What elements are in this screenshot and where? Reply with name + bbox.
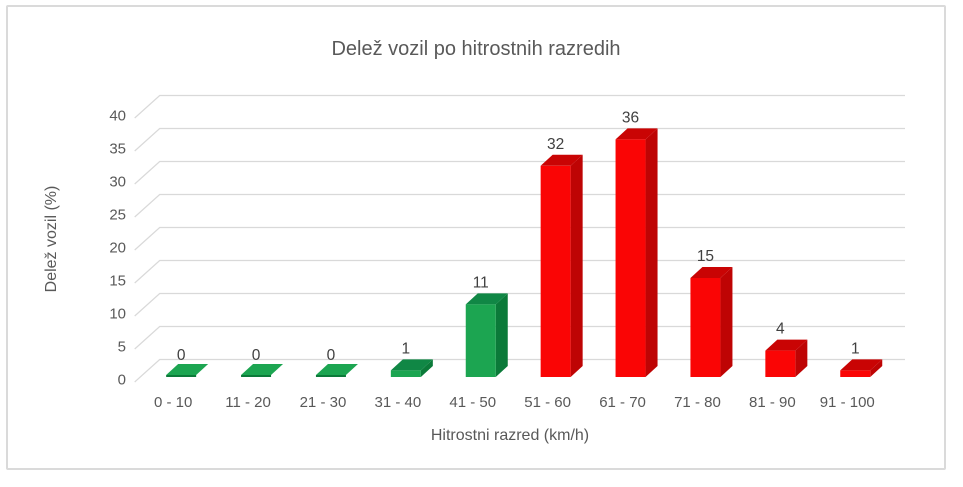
x-category-label: 61 - 70 <box>599 394 646 411</box>
gridline <box>134 226 905 251</box>
bar-front-face <box>840 370 871 377</box>
x-axis-title: Hitrostni razred (km/h) <box>430 427 590 444</box>
bar-side-face <box>870 359 883 377</box>
y-tick-label: 25 <box>109 207 126 224</box>
x-category-label: 41 - 50 <box>449 394 496 411</box>
bar-front-face <box>615 139 646 377</box>
bar-side-face <box>495 293 508 377</box>
x-category-label: 91 - 100 <box>820 394 875 411</box>
y-tick-label: 0 <box>118 372 126 389</box>
bar-top-face <box>690 267 733 278</box>
x-category-label: 51 - 60 <box>524 394 571 411</box>
gridline <box>134 94 905 119</box>
bar-data-label: 11 <box>473 274 489 291</box>
chart-title: Delež vozil po hitrostnih razredih <box>331 38 621 60</box>
bar-data-label: 32 <box>547 136 564 153</box>
bar-top-face <box>765 339 808 351</box>
bar-front-face <box>390 370 421 377</box>
x-category-label: 0 - 10 <box>154 394 192 411</box>
gridline <box>134 193 905 218</box>
y-tick-label: 20 <box>109 240 126 257</box>
gridline <box>134 160 905 185</box>
bar-data-label: 1 <box>851 340 860 357</box>
x-category-label: 21 - 30 <box>300 394 347 411</box>
bar-side-face <box>645 128 658 377</box>
x-category-label: 31 - 40 <box>374 394 421 411</box>
bar-front-face <box>690 278 721 377</box>
x-category-label: 81 - 90 <box>749 394 796 411</box>
y-tick-label: 40 <box>109 108 126 125</box>
x-category-label: 71 - 80 <box>674 394 721 411</box>
y-tick-label: 15 <box>109 273 126 290</box>
bar-top-face <box>465 293 508 305</box>
y-tick-label: 30 <box>109 174 126 191</box>
x-category-label: 11 - 20 <box>225 394 271 411</box>
bar-front-face <box>765 350 796 377</box>
bar-side-face <box>795 339 808 377</box>
bar-data-label: 0 <box>252 347 261 364</box>
y-tick-label: 10 <box>109 306 126 323</box>
bar-front-face <box>465 304 496 377</box>
bar-front-face <box>315 375 346 377</box>
bar-top-face <box>241 364 284 375</box>
bar-data-label: 4 <box>776 321 785 338</box>
bar-side-face <box>420 359 433 377</box>
bar-top-face <box>390 359 433 371</box>
y-tick-label: 35 <box>109 141 126 158</box>
plot-area: 0 5 10 15 20 25 30 35 40 0 0 - 10 0 11 - 20 0 21 - 30 1… <box>109 94 905 411</box>
bar-front-face <box>166 375 197 377</box>
bar-top-face <box>840 359 883 371</box>
gridline <box>134 292 905 317</box>
bar-top-face <box>540 154 583 166</box>
bar-data-label: 0 <box>177 347 186 364</box>
chart-frame: Delež vozil po hitrostnih razredih Delež… <box>6 5 946 470</box>
bar-data-label: 0 <box>327 347 336 364</box>
bar-side-face <box>570 154 583 377</box>
gridline <box>134 259 905 284</box>
y-tick-label: 5 <box>118 339 126 356</box>
bar-side-face <box>720 267 733 377</box>
bar-top-face <box>166 364 209 375</box>
bar-data-label: 15 <box>697 248 714 265</box>
bar-front-face <box>540 165 571 377</box>
bar-top-face <box>615 128 658 140</box>
bar-data-label: 1 <box>402 340 411 357</box>
bar-top-face <box>315 364 358 375</box>
bar-front-face <box>241 375 272 377</box>
bar-data-label: 36 <box>622 109 639 126</box>
gridline <box>134 127 905 152</box>
